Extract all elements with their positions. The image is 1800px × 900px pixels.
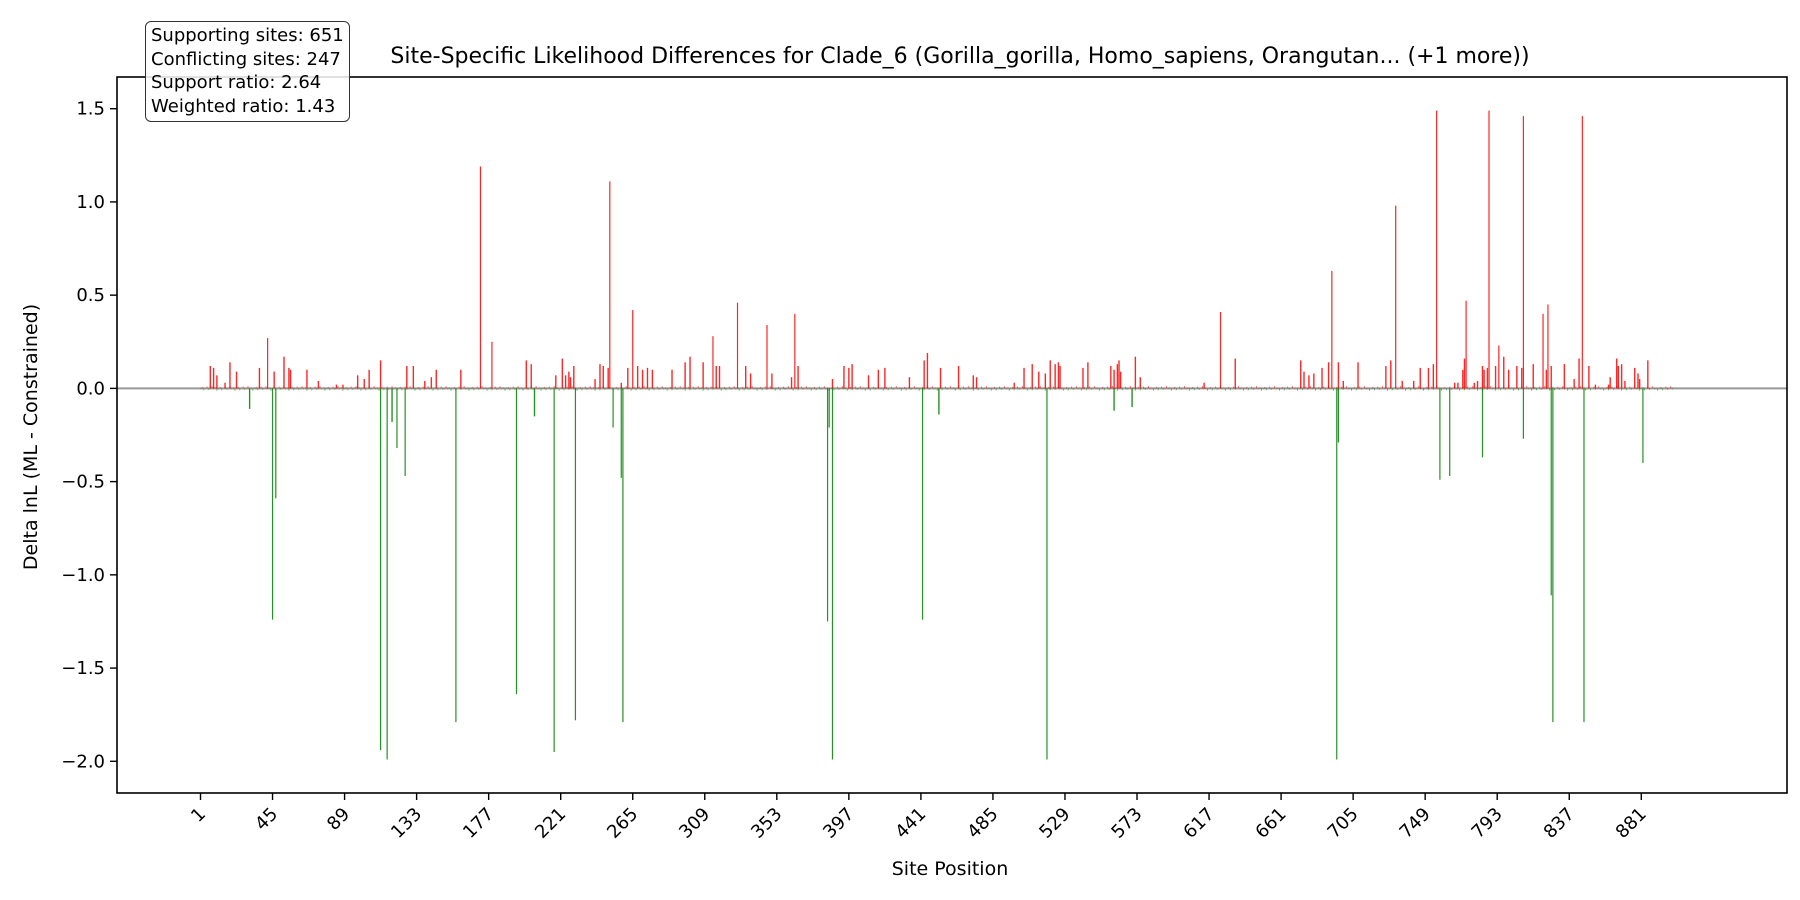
y-tick-label: −1.0 (61, 565, 105, 586)
x-tick-label: 397 (819, 804, 858, 843)
plot-frame (116, 76, 1788, 794)
x-tick-label: 485 (963, 804, 1002, 843)
y-axis-label: Delta lnL (ML - Constrained) (20, 304, 42, 570)
x-tick-label: 89 (323, 804, 354, 835)
y-tick-label: −0.5 (61, 472, 105, 493)
x-tick-label: 705 (1324, 804, 1363, 843)
weighted-ratio-stat: Weighted ratio: 1.43 (151, 95, 336, 117)
x-tick-label: 221 (531, 804, 570, 843)
y-tick-label: 0.5 (76, 285, 105, 306)
conflicting-sites-stat: Conflicting sites: 247 (151, 48, 341, 70)
y-tick-label: −2.0 (61, 751, 105, 772)
x-tick-label: 617 (1179, 804, 1218, 843)
y-tick-label: −1.5 (61, 658, 105, 679)
bars-group (200, 110, 1673, 760)
x-tick-label: 133 (387, 804, 426, 843)
x-tick-label: 265 (603, 804, 642, 843)
y-tick-label: 1.0 (76, 192, 105, 213)
x-tick-label: 45 (251, 804, 282, 835)
chart-title: Site-Specific Likelihood Differences for… (390, 44, 1529, 69)
y-axis: −2.0 −1.5 −1.0 −0.5 0.0 0.5 1.0 1.5 (61, 99, 117, 772)
stats-box: Supporting sites: 651 Conflicting sites:… (145, 21, 350, 122)
x-tick-label: 177 (459, 804, 498, 843)
x-tick-label: 881 (1612, 804, 1651, 843)
support-ratio-stat: Support ratio: 2.64 (151, 72, 322, 93)
x-tick-label: 529 (1035, 804, 1074, 843)
x-tick-label: 837 (1540, 804, 1579, 843)
x-tick-label: 441 (891, 804, 930, 843)
baseline-noise (200, 386, 1673, 391)
x-tick-label: 353 (747, 804, 786, 843)
x-axis: 1 45 89 133 177 221 265 309 353 397 441 485 529 573 61… (187, 793, 1651, 843)
x-tick-label: 793 (1468, 804, 1507, 843)
x-axis-label: Site Position (892, 858, 1009, 880)
x-tick-label: 661 (1251, 804, 1290, 843)
y-tick-label: 0.0 (76, 378, 105, 399)
supporting-sites-stat: Supporting sites: 651 (151, 25, 344, 46)
y-tick-label: 1.5 (76, 99, 105, 120)
x-tick-label: 309 (675, 804, 714, 843)
plot-area (116, 76, 1788, 794)
x-tick-label: 749 (1396, 804, 1435, 843)
x-tick-label: 573 (1107, 804, 1146, 843)
series-supporting (209, 110, 1649, 389)
series-conflicting (248, 388, 1644, 760)
x-tick-label: 1 (187, 804, 210, 827)
